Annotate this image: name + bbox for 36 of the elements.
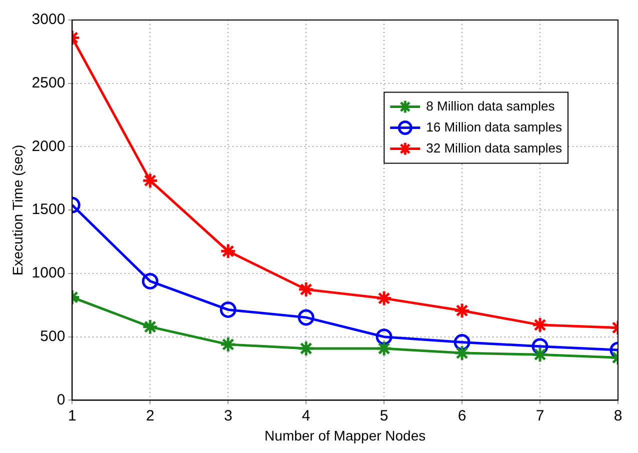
x-tick-label: 1 [68,407,76,424]
legend-label: 32 Million data samples [426,140,562,156]
x-tick-label: 8 [614,407,622,424]
legend-label: 8 Million data samples [426,98,556,114]
point [532,316,548,334]
point [454,344,470,362]
x-tick-label: 3 [224,407,232,424]
point [298,309,314,326]
y-tick-label: 2000 [32,138,66,155]
x-axis-title: Number of Mapper Nodes [264,427,426,444]
y-tick-label: 3000 [32,11,66,28]
point [220,242,236,260]
y-tick-label: 2500 [32,74,66,92]
point [220,336,236,353]
point [454,302,470,319]
point [142,318,158,336]
x-tick-label: 2 [146,407,154,424]
y-tick-label: 0 [56,391,66,408]
point [532,346,548,363]
point [376,290,392,307]
point [142,172,158,189]
x-tick-label: 5 [380,407,388,424]
legend-label: 16 Million data samples [426,119,562,134]
point [298,281,314,298]
point [298,340,314,357]
point [376,328,392,346]
y-tick-label: 500 [40,328,66,345]
x-tick-label: 7 [536,407,544,424]
x-tick-label: 4 [302,407,310,424]
point [142,272,158,290]
y-tick-label: 1000 [32,264,66,282]
x-tick-label: 6 [458,407,466,424]
point [376,340,392,357]
y-tick-label: 1500 [32,201,66,218]
point [220,301,236,318]
y-axis-title: Execution Time (sec) [9,144,26,276]
